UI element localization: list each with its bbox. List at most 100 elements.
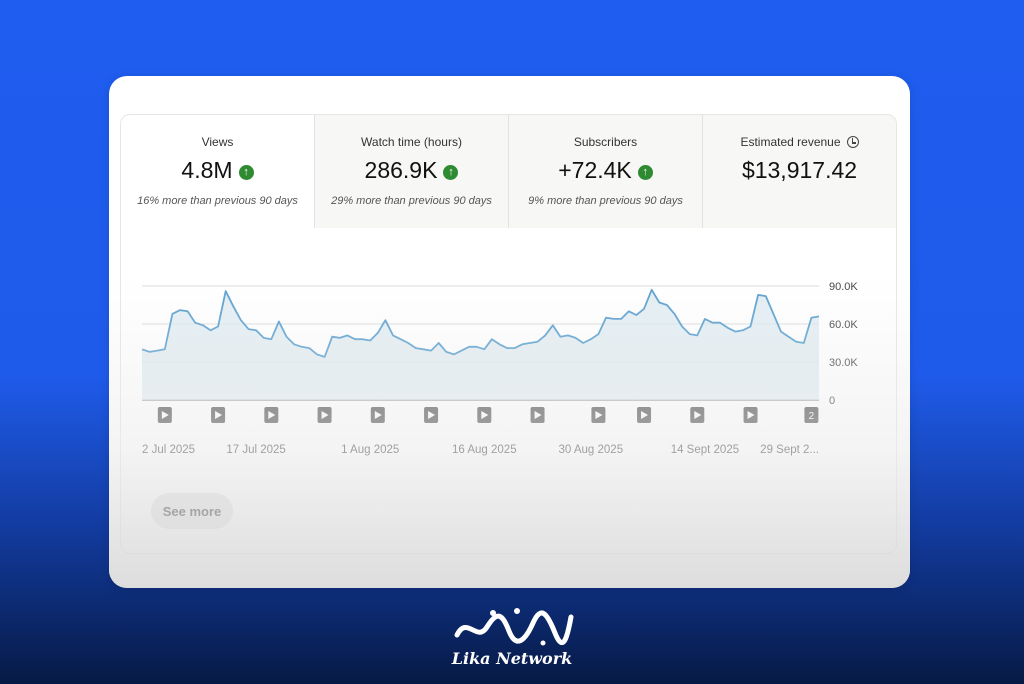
data-point [750,326,752,328]
analytics-card: Views 4.8M ↑ 16% more than previous 90 da… [109,76,910,588]
data-point [696,334,698,336]
data-point [620,318,622,320]
data-point [171,313,173,315]
metric-value-wrap: +72.4K ↑ [509,157,702,184]
metric-value: $13,917.42 [741,157,858,183]
video-marker[interactable] [211,407,226,423]
data-point [537,341,539,343]
y-tick-label: 60.0K [829,319,858,331]
video-marker[interactable]: 2 [804,407,819,423]
video-marker[interactable] [690,407,705,423]
x-tick-label: 14 Sept 2025 [671,444,739,456]
data-point [270,338,272,340]
analytics-panel: Views 4.8M ↑ 16% more than previous 90 da… [120,114,897,554]
data-point [430,350,432,352]
data-point [818,315,820,317]
video-marker[interactable] [317,407,332,423]
video-marker[interactable] [591,407,606,423]
data-point [529,342,531,344]
data-point [217,326,219,328]
data-point [415,347,417,349]
data-point [506,347,508,349]
x-tick-label: 30 Aug 2025 [559,444,624,456]
data-point [674,313,676,315]
metric-tab-subscribers[interactable]: Subscribers +72.4K ↑ 9% more than previou… [509,115,703,228]
video-marker[interactable] [743,407,758,423]
metric-tab-revenue[interactable]: Estimated revenue $13,917.42 [703,115,896,228]
clock-icon[interactable] [846,136,859,148]
metric-label-wrap: Estimated revenue [703,135,896,149]
data-point [210,329,212,331]
video-marker[interactable] [530,407,545,423]
data-point [575,337,577,339]
data-point [407,342,409,344]
trend-up-icon: ↑ [637,165,653,180]
video-marker[interactable] [424,407,439,423]
data-point [293,343,295,345]
data-point [590,338,592,340]
data-point [156,350,158,352]
video-marker[interactable] [370,407,385,423]
data-point [255,329,257,331]
metric-tab-views[interactable]: Views 4.8M ↑ 16% more than previous 90 da… [121,115,315,228]
data-point [141,348,143,350]
x-tick-label: 16 Aug 2025 [452,444,517,456]
data-point [240,319,242,321]
data-point [392,334,394,336]
data-point [651,289,653,291]
metric-label: Watch time (hours) [361,135,462,149]
x-tick-label: 2 Jul 2025 [142,444,195,456]
metric-label: Estimated revenue [740,135,841,149]
video-marker[interactable] [637,407,652,423]
see-more-button[interactable]: See more [151,493,233,529]
video-marker-count: 2 [809,411,815,422]
data-point [278,321,280,323]
data-point [803,342,805,344]
trend-up-icon: ↑ [238,165,254,180]
video-marker[interactable] [157,407,172,423]
video-marker[interactable] [264,407,279,423]
data-point [689,333,691,335]
data-point [780,331,782,333]
data-point [179,309,181,311]
data-point [263,337,265,339]
data-point [788,336,790,338]
data-point [461,350,463,352]
metric-value-wrap: 286.9K ↑ [315,157,508,184]
metric-tab-watch-time[interactable]: Watch time (hours) 286.9K ↑ 29% more than… [315,115,509,228]
data-point [286,336,288,338]
x-tick-label: 17 Jul 2025 [226,444,285,456]
metric-note: 16% more than previous 90 days [137,195,298,207]
data-point [194,322,196,324]
y-tick-label: 30.0K [829,357,858,369]
views-chart: 90.0K 60.0K 30.0K 0 2 2 Jul 2025 17 Jul 2025 1 … [141,281,858,456]
data-point [308,347,310,349]
data-point [400,338,402,340]
data-point [377,332,379,334]
metric-value: 4.8M [181,157,233,183]
metric-tabs: Views 4.8M ↑ 16% more than previous 90 da… [121,115,896,228]
x-tick-label: 29 Sept 2... [760,444,819,456]
data-point [354,338,356,340]
data-point [658,302,660,304]
data-point [514,347,516,349]
x-tick-label: 1 Aug 2025 [341,444,399,456]
metric-label: Views [201,135,234,149]
data-point [567,334,569,336]
data-point [499,343,501,345]
data-point [544,334,546,336]
trend-up-icon: ↑ [443,165,459,180]
brand-logo: Lika Network [412,605,612,677]
data-point [613,318,615,320]
data-point [742,329,744,331]
data-point [757,294,759,296]
video-marker[interactable] [477,407,492,423]
brand-name: Lika Network [451,649,573,668]
data-point [438,342,440,344]
data-point [164,348,166,350]
data-point [719,322,721,324]
data-point [384,319,386,321]
data-point [628,310,630,312]
y-tick-label: 90.0K [829,281,858,293]
data-point [704,318,706,320]
